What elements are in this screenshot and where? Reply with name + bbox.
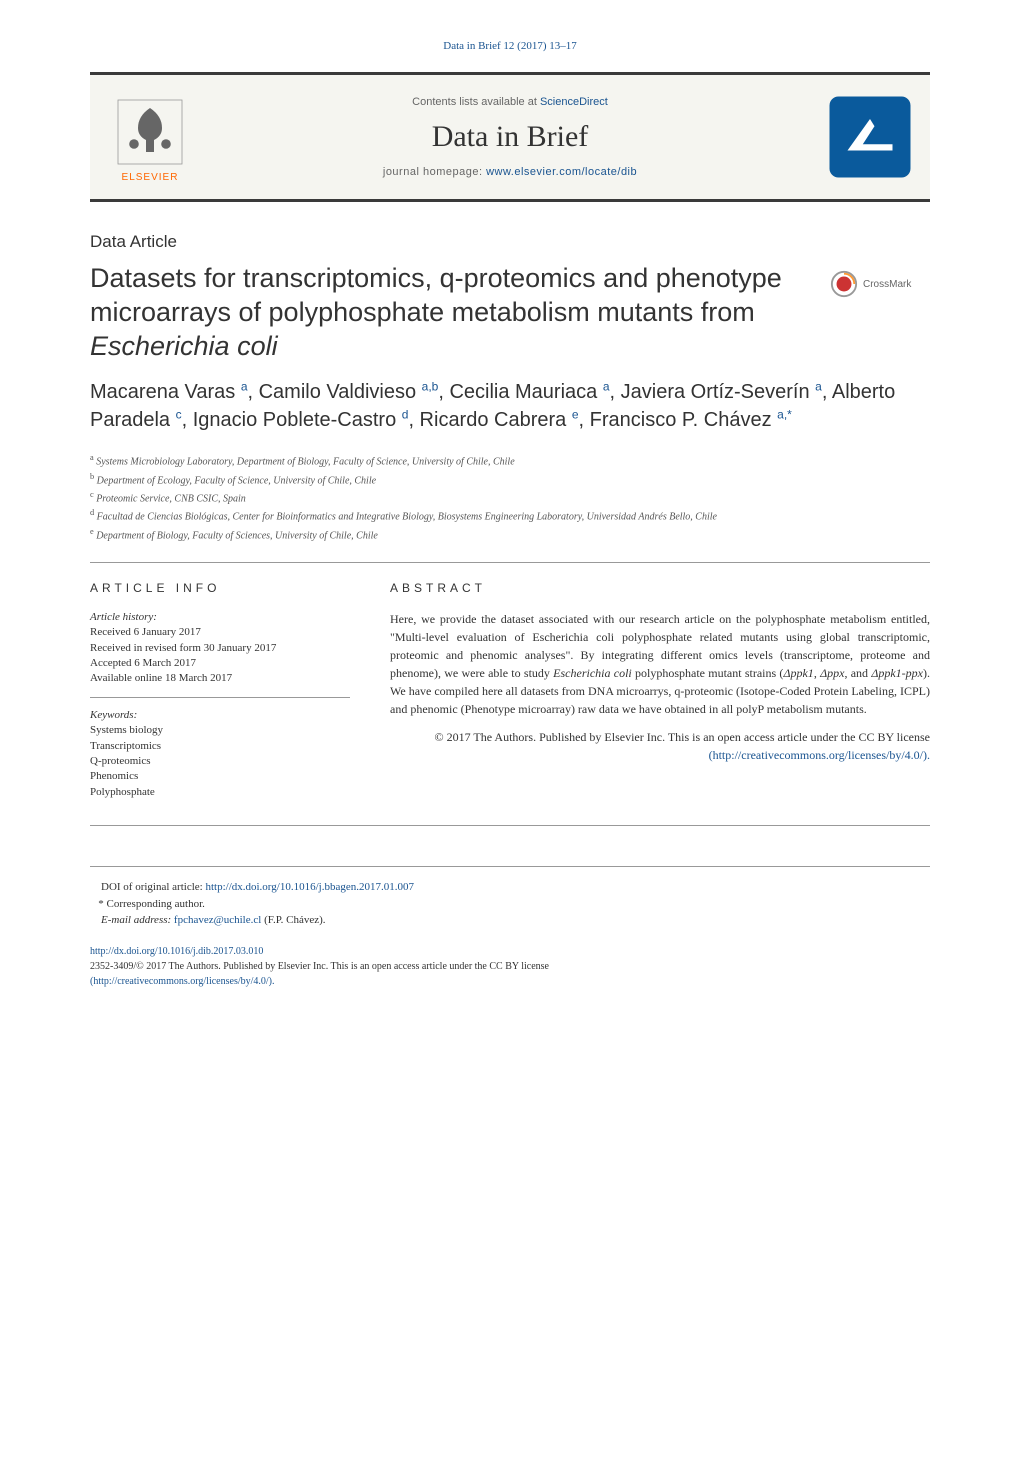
header-center: Contents lists available at ScienceDirec… <box>210 75 810 199</box>
article-info-heading: ARTICLE INFO <box>90 581 350 595</box>
article-info-column: ARTICLE INFO Article history: Received 6… <box>90 581 350 800</box>
copyright-line: © 2017 The Authors. Published by Elsevie… <box>390 728 930 764</box>
abstract-heading: ABSTRACT <box>390 581 930 595</box>
footer: DOI of original article: http://dx.doi.o… <box>90 866 930 989</box>
article-history: Article history: Received 6 January 2017… <box>90 610 350 698</box>
affiliation-item: d Facultad de Ciencias Biológicas, Cente… <box>90 507 930 524</box>
homepage-link[interactable]: www.elsevier.com/locate/dib <box>486 166 637 178</box>
email-link[interactable]: fpchavez@uchile.cl <box>174 914 261 926</box>
elsevier-logo: ELSEVIER <box>90 75 210 199</box>
article-title: Datasets for transcriptomics, q-proteomi… <box>90 262 810 363</box>
keywords: Keywords: Systems biologyTranscriptomics… <box>90 708 350 800</box>
email-line: E-mail address: fpchavez@uchile.cl (F.P.… <box>90 912 930 929</box>
doi-original-link[interactable]: http://dx.doi.org/10.1016/j.bbagen.2017.… <box>205 881 413 893</box>
affiliations: a Systems Microbiology Laboratory, Depar… <box>90 452 930 563</box>
doi-link[interactable]: http://dx.doi.org/10.1016/j.dib.2017.03.… <box>90 946 263 957</box>
doi-original: DOI of original article: http://dx.doi.o… <box>90 879 930 896</box>
crossmark-badge[interactable]: CrossMark <box>830 270 930 298</box>
abstract-column: ABSTRACT Here, we provide the dataset as… <box>390 581 930 800</box>
crossmark-icon <box>830 270 858 298</box>
abstract-text: Here, we provide the dataset associated … <box>390 610 930 718</box>
journal-cover-icon <box>810 75 930 199</box>
authors-list: Macarena Varas a, Camilo Valdivieso a,b,… <box>90 378 930 434</box>
license-block: http://dx.doi.org/10.1016/j.dib.2017.03.… <box>90 944 930 989</box>
homepage-line: journal homepage: www.elsevier.com/locat… <box>383 166 637 178</box>
affiliation-item: c Proteomic Service, CNB CSIC, Spain <box>90 489 930 506</box>
crossmark-label: CrossMark <box>863 279 911 290</box>
elsevier-tree-icon <box>110 92 190 172</box>
elsevier-label: ELSEVIER <box>122 172 179 183</box>
journal-header: ELSEVIER Contents lists available at Sci… <box>90 72 930 202</box>
affiliation-item: e Department of Biology, Faculty of Scie… <box>90 526 930 543</box>
journal-name: Data in Brief <box>432 120 589 154</box>
footer-cc-link[interactable]: (http://creativecommons.org/licenses/by/… <box>90 976 275 987</box>
contents-line: Contents lists available at ScienceDirec… <box>412 96 608 108</box>
cc-license-link[interactable]: (http://creativecommons.org/licenses/by/… <box>709 748 930 762</box>
corresponding-author: * Corresponding author. <box>90 896 930 913</box>
sciencedirect-link[interactable]: ScienceDirect <box>540 96 608 108</box>
affiliation-item: b Department of Ecology, Faculty of Scie… <box>90 471 930 488</box>
article-type: Data Article <box>90 232 930 252</box>
journal-reference: Data in Brief 12 (2017) 13–17 <box>90 40 930 52</box>
affiliation-item: a Systems Microbiology Laboratory, Depar… <box>90 452 930 469</box>
